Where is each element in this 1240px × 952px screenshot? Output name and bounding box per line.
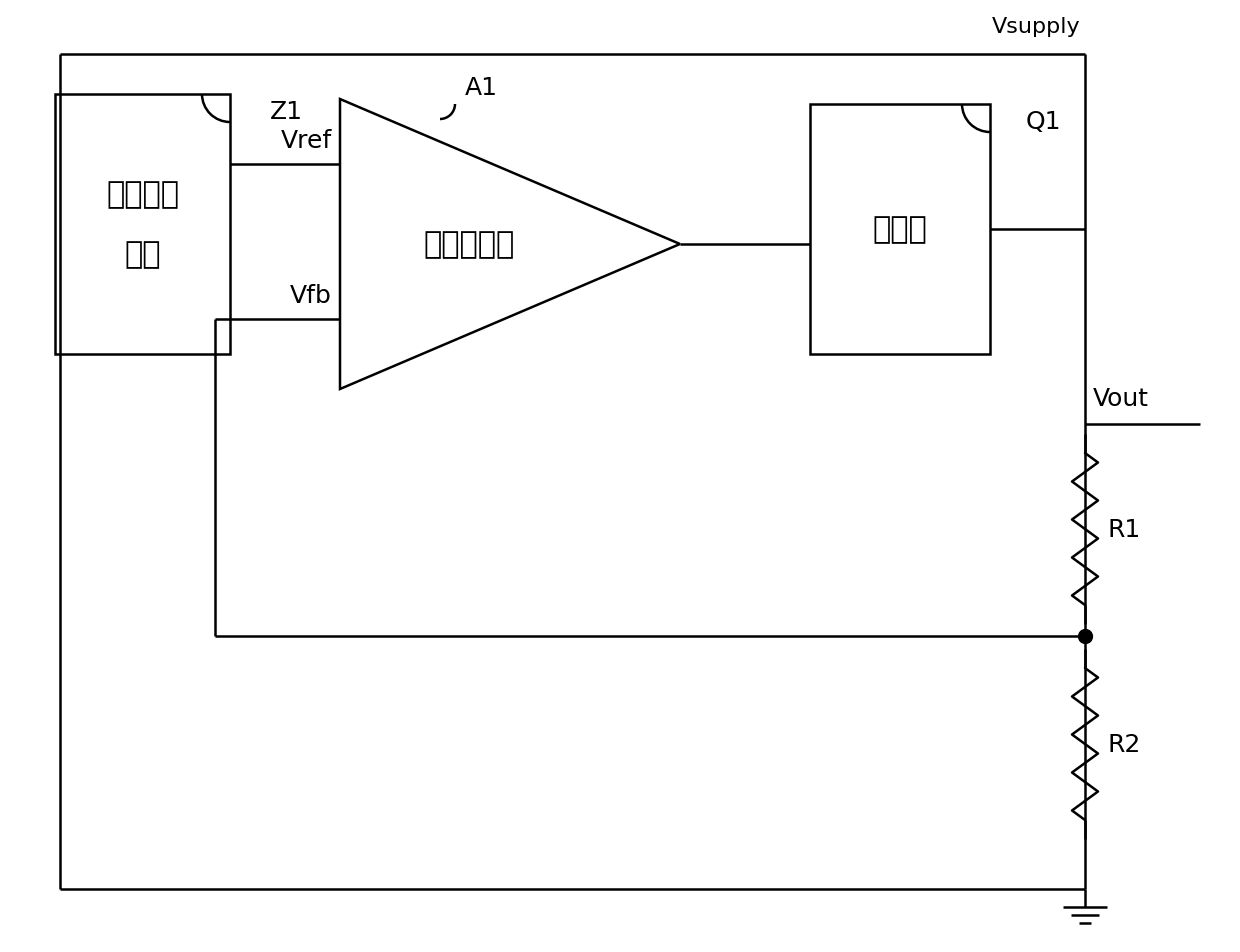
Bar [810, 105, 990, 355]
Text: 基准电压: 基准电压 [105, 180, 179, 209]
Text: R1: R1 [1107, 518, 1141, 542]
Text: 误差放大器: 误差放大器 [424, 230, 515, 259]
Text: Vfb: Vfb [290, 284, 332, 307]
Text: A1: A1 [465, 76, 498, 100]
Text: Vref: Vref [280, 129, 332, 153]
Text: Vsupply: Vsupply [991, 17, 1080, 37]
Text: Vout: Vout [1092, 387, 1149, 410]
Text: Z1: Z1 [270, 100, 303, 124]
Text: R2: R2 [1107, 732, 1141, 756]
Text: 电路: 电路 [124, 240, 161, 269]
Text: Q1: Q1 [1025, 109, 1061, 134]
Bar [55, 95, 229, 355]
Text: 调整管: 调整管 [873, 215, 928, 245]
